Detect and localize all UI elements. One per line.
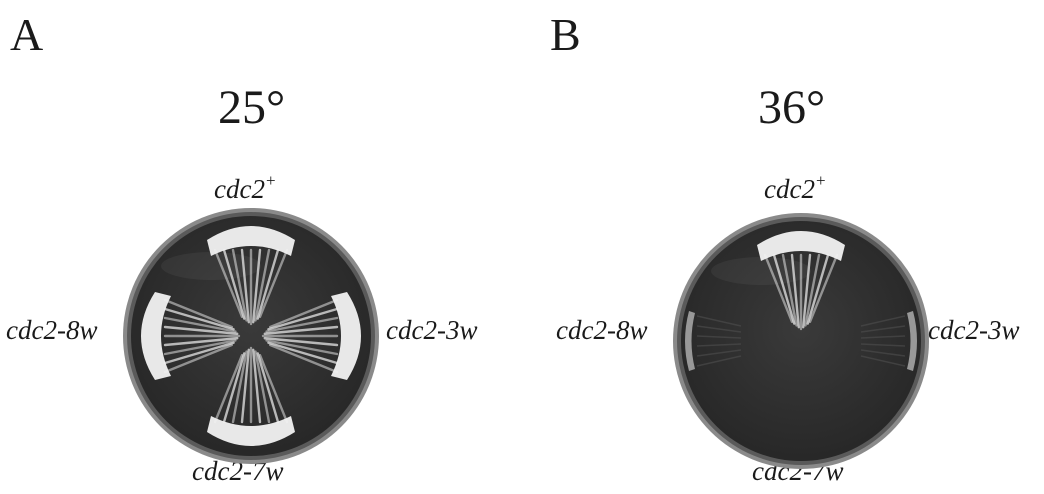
panel-b-strain-left: cdc2-8w xyxy=(556,315,648,345)
panel-a-strain-right: cdc2-3w xyxy=(386,315,478,345)
panel-a-letter: A xyxy=(10,9,44,60)
streaks xyxy=(141,226,361,446)
plate-sheen xyxy=(161,252,261,280)
growth-top xyxy=(207,226,295,326)
panel-b-temperature: 36° xyxy=(758,81,826,134)
growth-bottom xyxy=(207,346,295,446)
panel-a-temperature: 25° xyxy=(218,81,286,134)
plate-sheen xyxy=(711,257,811,285)
panel-b-plate xyxy=(673,213,929,469)
panel-a-strain-top: cdc2+ xyxy=(214,171,276,204)
panel-b-letter: B xyxy=(550,9,581,60)
growth-top xyxy=(757,231,845,331)
streaks xyxy=(685,231,917,371)
agar xyxy=(681,221,921,461)
panel-a-strain-left: cdc2-8w xyxy=(6,315,98,345)
agar xyxy=(131,216,371,456)
panel-b-strain-top: cdc2+ xyxy=(764,171,826,204)
panel-a-plate xyxy=(123,208,379,464)
growth-left xyxy=(141,292,241,380)
panel-b-strain-right: cdc2-3w xyxy=(928,315,1020,345)
growth-right xyxy=(860,311,917,371)
growth-right xyxy=(261,292,361,380)
growth-left xyxy=(685,311,742,371)
